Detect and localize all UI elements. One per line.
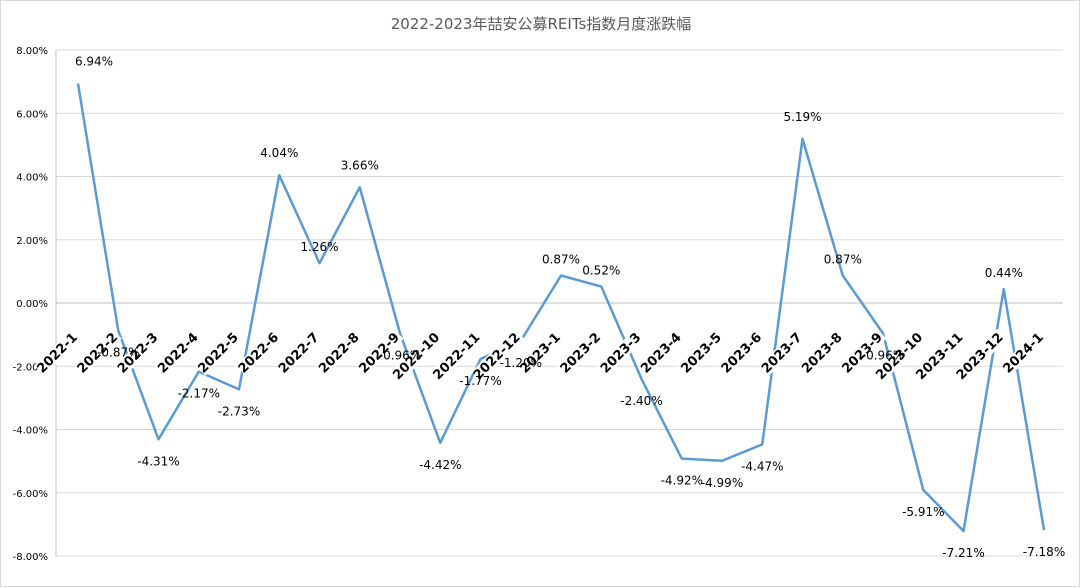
y-tick-label: 8.00% [16, 46, 48, 57]
data-label: 3.66% [341, 158, 379, 172]
series-line-layer [76, 83, 1046, 533]
x-tick-label-bg [390, 328, 444, 382]
x-tick-label: 2022-8 [316, 330, 362, 376]
data-label: -2.40% [620, 394, 662, 408]
data-label: -0.96% [379, 348, 421, 362]
x-tick: 2023-6 [718, 328, 766, 377]
x-tick: 2023-5 [678, 328, 726, 377]
y-tick-label: -4.00% [13, 426, 48, 437]
x-tick-label-bg [718, 328, 766, 376]
data-label: -0.87% [97, 346, 139, 360]
x-tick-label-bg [155, 328, 203, 376]
data-label: -5.91% [902, 505, 944, 519]
x-tick-label: 2023-8 [799, 330, 845, 376]
y-tick-label: -2.00% [13, 362, 48, 373]
x-tick-label-bg [914, 328, 968, 382]
x-tick-label: 2023-7 [759, 330, 805, 376]
y-tick-label: 4.00% [16, 173, 48, 184]
x-tick-label-bg [638, 328, 686, 376]
x-tick: 2024-1 [1000, 328, 1048, 377]
x-tick-label-bg [598, 328, 646, 376]
x-tick-label: 2023-4 [638, 330, 684, 376]
x-tick-label: 2022-6 [236, 330, 282, 376]
x-tick: 2022-1 [34, 328, 82, 377]
data-label: -1.20% [500, 356, 542, 370]
data-label: 6.94% [75, 55, 113, 69]
x-tick-label-bg [557, 328, 605, 376]
chart-title: 2022-2023年喆安公募REITs指数月度涨跌幅 [391, 15, 692, 33]
x-tick-label-bg [954, 328, 1008, 382]
x-tick-label-bg [873, 328, 927, 382]
x-tick: 2022-4 [155, 328, 203, 377]
x-tick: 2022-6 [235, 328, 283, 377]
x-tick-label: 2023-5 [678, 330, 724, 376]
data-label: -0.96% [862, 348, 904, 362]
x-tick: 2023-8 [799, 328, 847, 377]
x-tick: 2022-7 [276, 328, 324, 377]
y-tick-label: -8.00% [13, 552, 48, 563]
data-label: 0.44% [985, 266, 1023, 280]
x-tick-label: 2022-7 [276, 330, 322, 376]
x-tick: 2023-7 [759, 328, 807, 377]
x-tick-label: 2023-2 [558, 330, 604, 376]
x-tick-label-bg [471, 328, 525, 382]
y-axis-tick-labels: 8.00% 6.00% 4.00% 2.00% 0.00% -2.00% -4.00% -6.… [13, 46, 48, 563]
data-label: -7.18% [1023, 545, 1065, 559]
y-tick-label: -6.00% [13, 489, 48, 500]
data-label: 5.19% [783, 110, 821, 124]
x-tick-label-bg [517, 328, 565, 376]
data-label: 0.52% [582, 264, 620, 278]
x-tick-label: 2023-6 [719, 330, 765, 376]
data-label: -4.92% [661, 474, 703, 488]
grid-lines [55, 49, 1063, 557]
x-tick-label-bg [115, 328, 163, 376]
x-tick-label-bg [316, 328, 364, 376]
data-label: -4.99% [701, 476, 743, 490]
x-tick: 2022-5 [195, 328, 243, 377]
x-tick-label: 2022-4 [155, 330, 201, 376]
data-label: 4.04% [260, 146, 298, 160]
x-tick-label: 2022-1 [34, 330, 80, 376]
data-label: 0.87% [824, 253, 862, 267]
x-tick-label-bg [276, 328, 324, 376]
y-tick-label: 2.00% [16, 236, 48, 247]
x-tick-label-bg [839, 328, 887, 376]
x-tick: 2023-2 [557, 328, 605, 377]
data-label: -4.42% [419, 458, 461, 472]
x-tick-label: 2024-1 [1000, 330, 1046, 376]
data-label: -1.77% [459, 374, 501, 388]
x-tick-label-bg [431, 328, 485, 382]
x-tick-label-bg [235, 328, 283, 376]
series-line [76, 83, 1046, 533]
data-label: -2.17% [178, 387, 220, 401]
x-tick: 2023-4 [638, 328, 686, 377]
data-label: 0.87% [542, 253, 580, 267]
y-tick-label: 6.00% [16, 109, 48, 120]
data-label: 1.26% [300, 240, 338, 254]
x-tick-label-bg [74, 328, 122, 376]
x-tick-label-bg [34, 328, 82, 376]
data-labels: 6.94% -0.87% -4.31% -2.17% -2.73% 4.04% 1.26% 3… [75, 55, 1065, 561]
x-tick-label-bg [1000, 328, 1048, 376]
x-tick-label-bg [759, 328, 807, 376]
x-tick: 2022-8 [316, 328, 364, 377]
data-label: -2.73% [218, 404, 260, 418]
data-label: -4.31% [137, 454, 179, 468]
x-tick-label-bg [678, 328, 726, 376]
x-tick-label: 2022-5 [195, 330, 241, 376]
x-tick-label-bg [195, 328, 243, 376]
x-tick-label-bg [356, 328, 404, 376]
data-label: -7.21% [942, 546, 984, 560]
data-label: -4.47% [741, 459, 783, 473]
y-tick-label: 0.00% [16, 299, 48, 310]
x-tick-label-bg [799, 328, 847, 376]
